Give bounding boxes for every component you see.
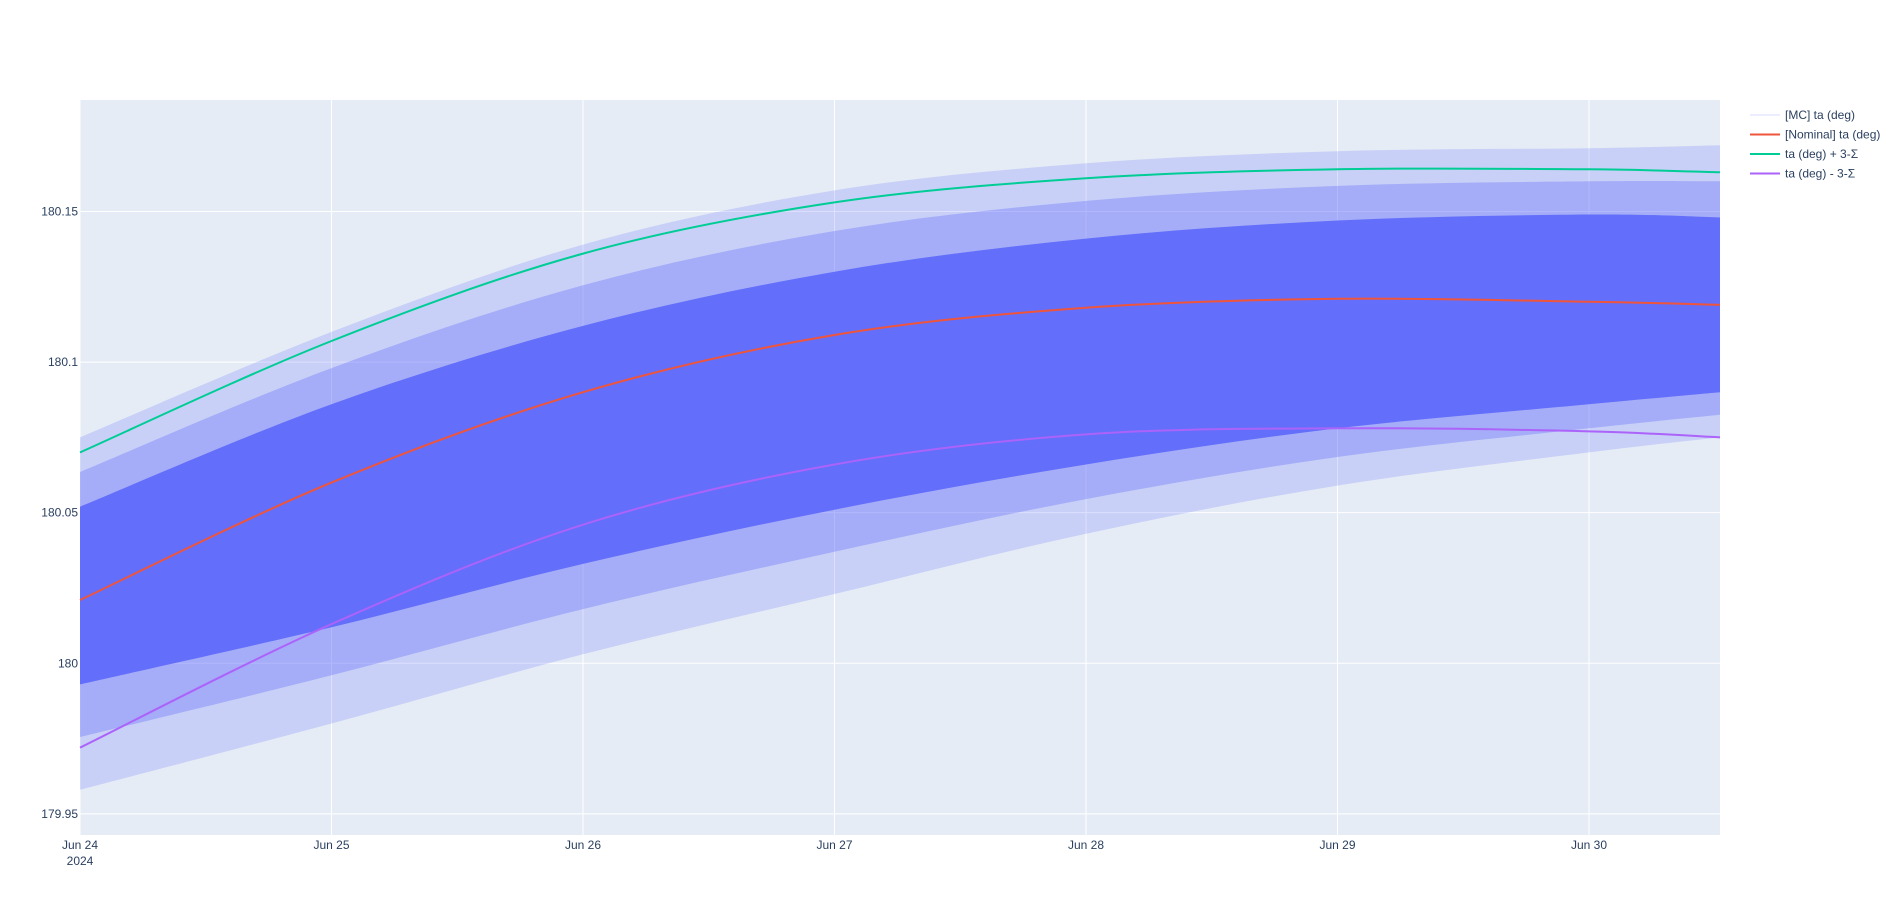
y-axis-ticks: 179.95 180 180.05 180.1 180.15: [41, 204, 78, 820]
plus-3-sigma-line: [79, 167, 1721, 454]
y-tick-label: 180.1: [48, 355, 78, 369]
legend-item-nominal[interactable]: [Nominal] ta (deg): [1750, 128, 1880, 142]
y-tick-label: 180.05: [41, 506, 78, 520]
x-tick-sublabel: 2024: [67, 854, 94, 868]
x-tick-label: Jun 25: [313, 838, 349, 852]
x-tick-label: Jun 24: [62, 838, 98, 852]
legend-item-mc[interactable]: [MC] ta (deg): [1750, 108, 1855, 122]
legend-label-nominal: [Nominal] ta (deg): [1785, 128, 1880, 142]
y-tick-label: 180: [58, 656, 78, 670]
x-tick-label: Jun 28: [1068, 838, 1104, 852]
mc-core-band: [80, 214, 1720, 685]
legend-label-minus-3-sigma: ta (deg) - 3-Σ: [1785, 167, 1855, 181]
legend-label-plus-3-sigma: ta (deg) + 3-Σ: [1785, 147, 1858, 161]
x-tick-label: Jun 26: [565, 838, 601, 852]
x-tick-label: Jun 29: [1319, 838, 1355, 852]
y-tick-label: 180.15: [41, 204, 78, 218]
x-tick-label: Jun 27: [816, 838, 852, 852]
minus-3-sigma-line: [79, 427, 1721, 749]
x-axis-ticks: Jun 24 2024 Jun 25 Jun 26 Jun 27 Jun 28 Jun 29…: [62, 838, 1607, 868]
legend-label-mc: [MC] ta (deg): [1785, 108, 1855, 122]
y-tick-label: 179.95: [41, 807, 78, 821]
series-lines: [79, 167, 1721, 749]
legend[interactable]: [MC] ta (deg) [Nominal] ta (deg) ta (deg…: [1750, 108, 1880, 181]
x-tick-label: Jun 30: [1571, 838, 1607, 852]
mc-band: [80, 145, 1720, 790]
legend-item-minus-3-sigma[interactable]: ta (deg) - 3-Σ: [1750, 167, 1855, 181]
legend-item-plus-3-sigma[interactable]: ta (deg) + 3-Σ: [1750, 147, 1858, 161]
nominal-line: [79, 297, 1721, 601]
